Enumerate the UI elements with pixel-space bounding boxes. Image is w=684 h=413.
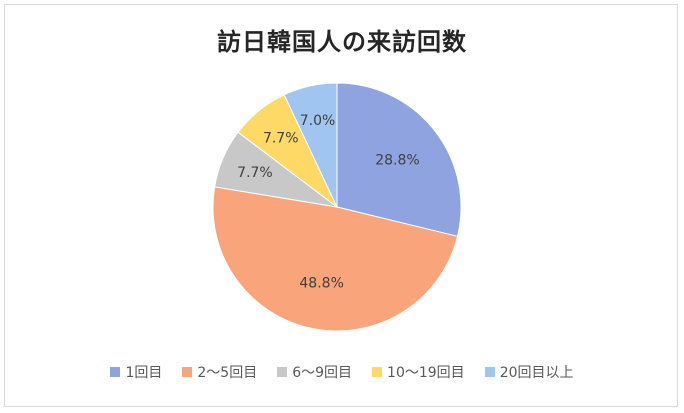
data-label-2: 48.8% <box>299 275 343 291</box>
pie-slice-5 <box>283 82 338 208</box>
legend-swatch <box>372 367 383 377</box>
legend-swatch <box>110 367 121 377</box>
pie-slice-2 <box>212 186 459 332</box>
legend-label: 10〜19回目 <box>387 365 465 381</box>
legend-item-4: 10〜19回目 <box>372 362 465 382</box>
chart-legend: 1回目 2〜5回目 6〜9回目 10〜19回目 20回目以上 <box>0 362 684 382</box>
legend-swatch <box>484 367 495 377</box>
chart-title: 訪日韓国人の来訪回数 <box>217 28 467 56</box>
data-label-5: 7.0% <box>300 113 336 129</box>
legend-label: 1回目 <box>125 365 163 381</box>
pie-slice-1 <box>336 82 462 237</box>
legend-item-1: 1回目 <box>110 362 162 382</box>
data-label-4: 7.7% <box>263 131 299 147</box>
legend-label: 20回目以上 <box>499 365 574 381</box>
legend-label: 6〜9回目 <box>292 365 353 381</box>
legend-swatch <box>277 367 288 377</box>
legend-swatch <box>182 367 193 377</box>
data-label-3: 7.7% <box>237 165 273 181</box>
legend-label: 2〜5回目 <box>197 365 258 381</box>
legend-item-2: 2〜5回目 <box>182 362 257 382</box>
legend-item-5: 20回目以上 <box>484 362 574 382</box>
legend-item-3: 6〜9回目 <box>277 362 352 382</box>
data-label-1: 28.8% <box>375 152 419 168</box>
